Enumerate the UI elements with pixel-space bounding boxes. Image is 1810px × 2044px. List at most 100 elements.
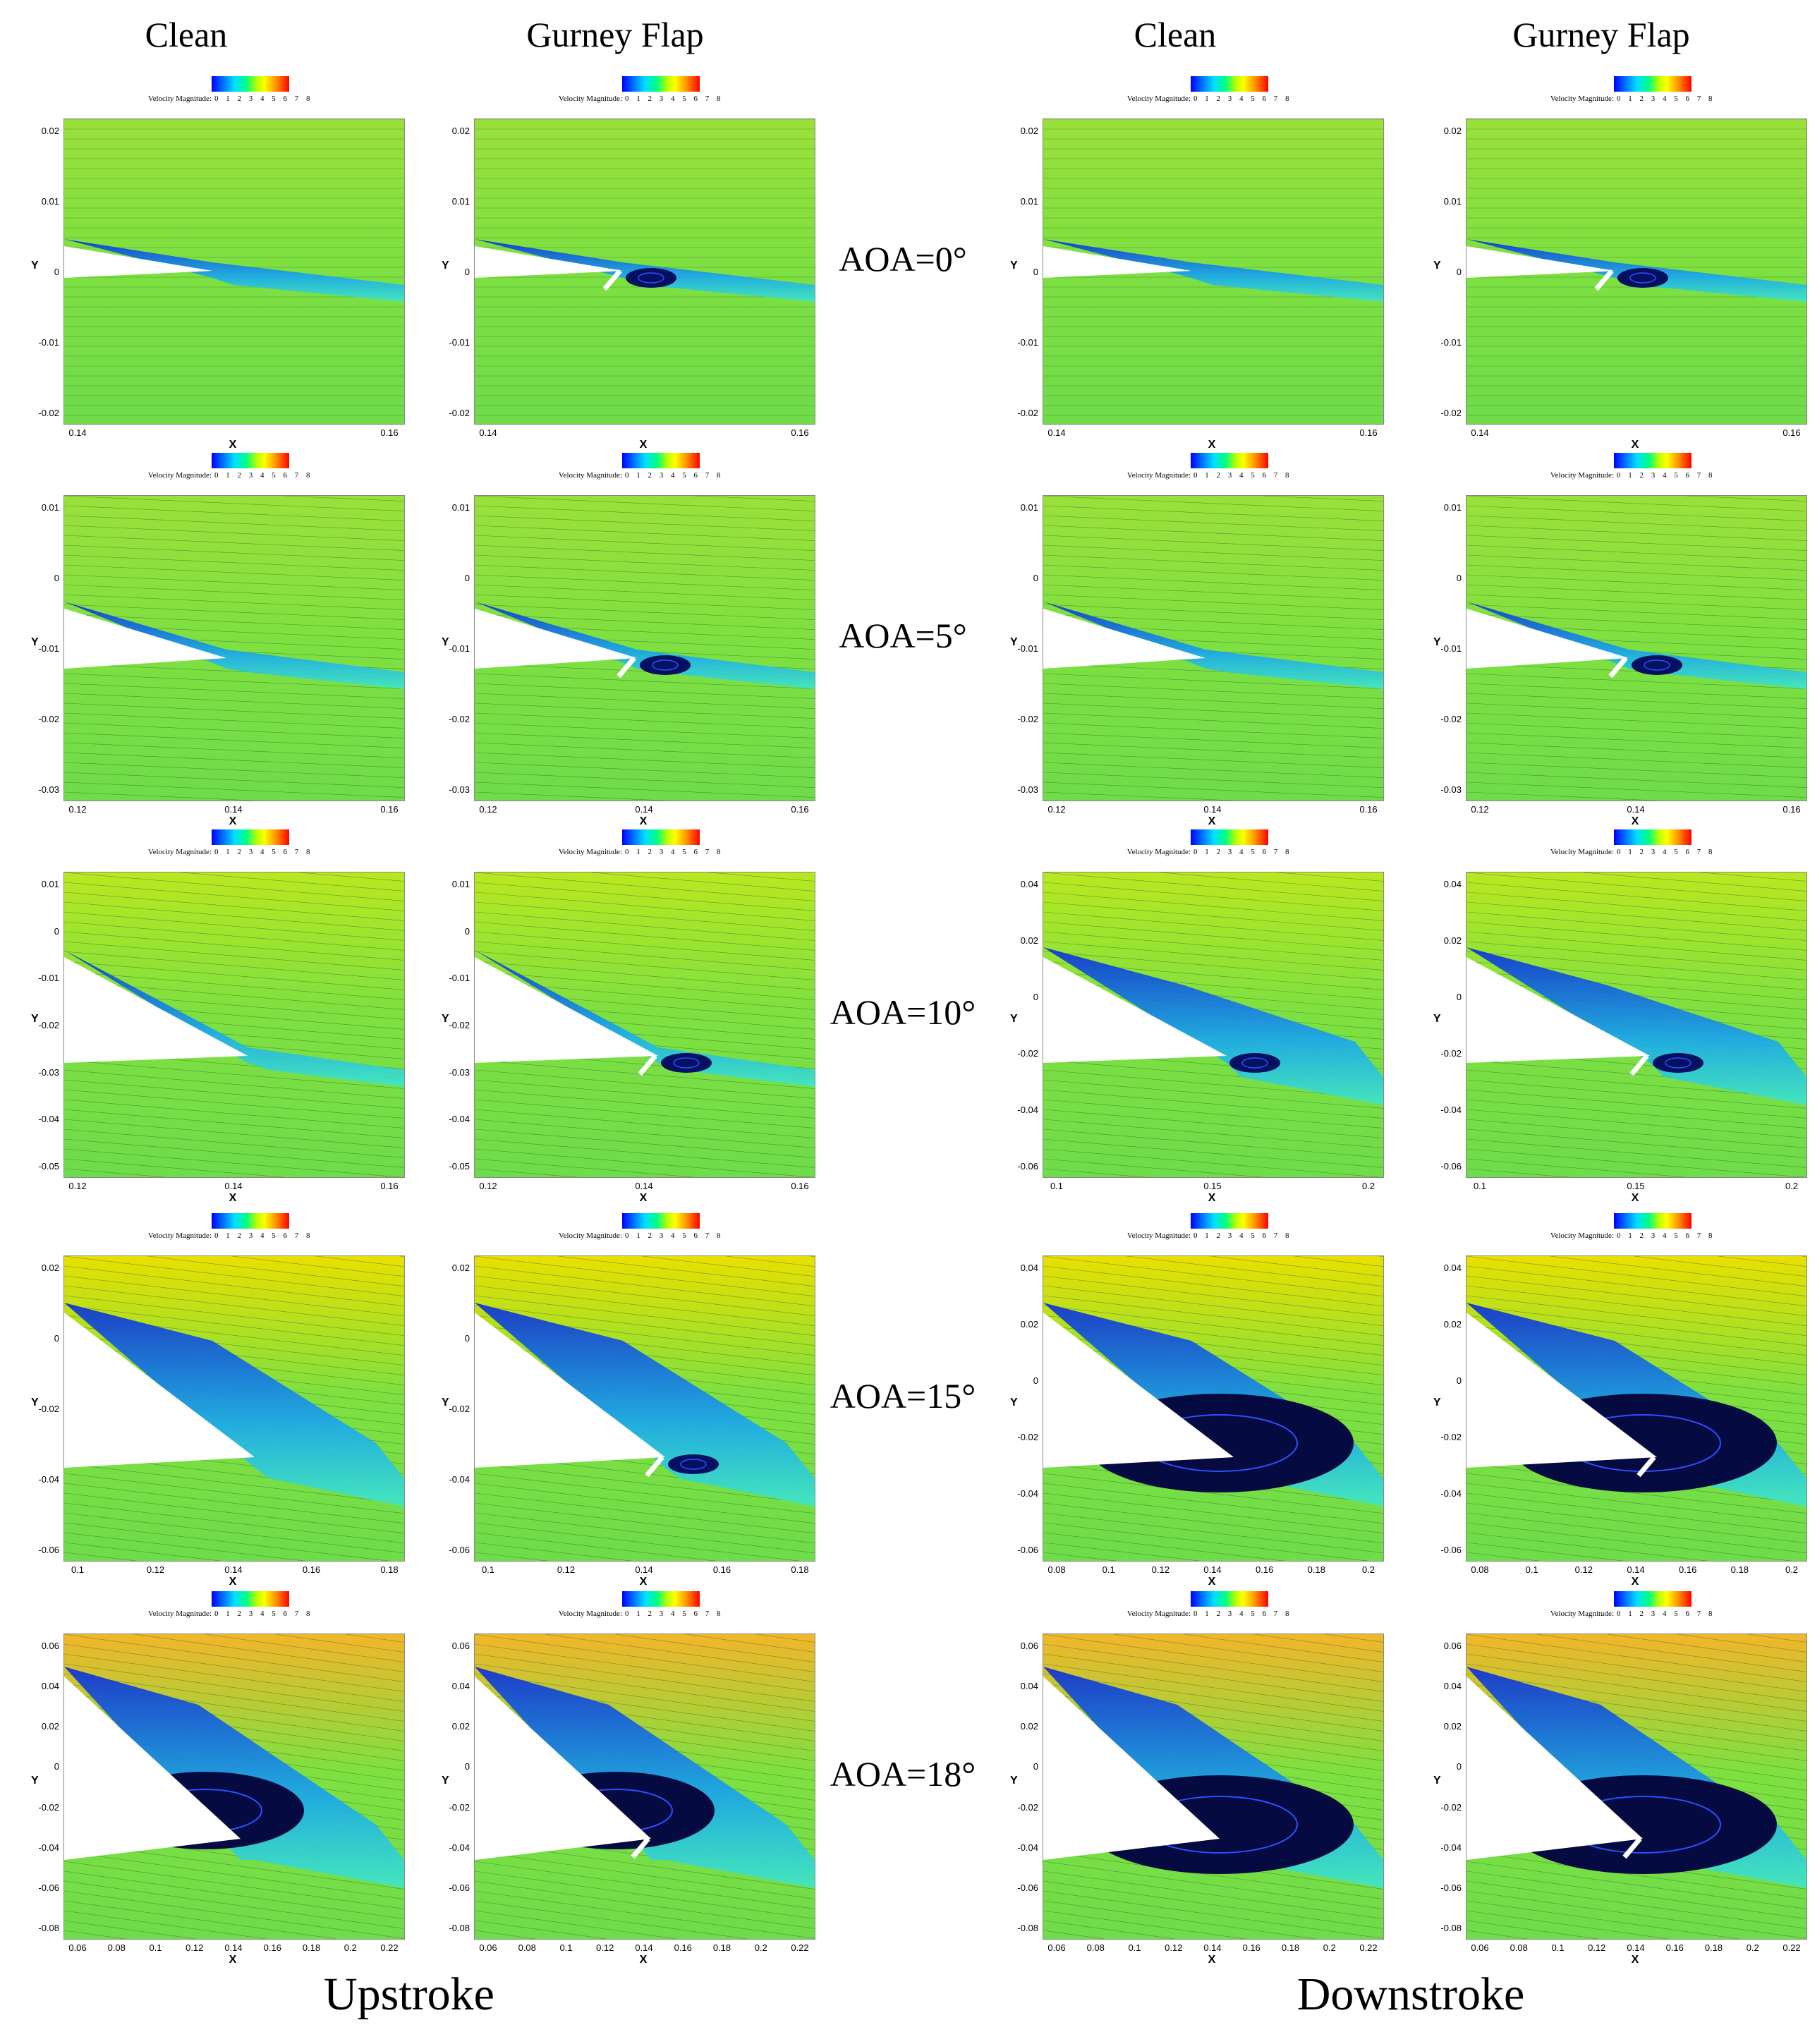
streamline	[64, 722, 404, 738]
colorbar-title: Velocity Magnitude:	[558, 95, 622, 103]
streamline	[1209, 1256, 1383, 1277]
gurney-vortex	[668, 1454, 719, 1474]
x-tick-label: 0.1	[71, 1564, 85, 1575]
x-tick-label: 0.2	[1361, 1564, 1375, 1575]
colorbar-title: Velocity Magnitude:	[147, 95, 212, 103]
streamline	[1043, 683, 1383, 699]
streamline	[64, 515, 404, 531]
streamline	[64, 702, 404, 719]
streamline	[64, 872, 404, 901]
streamline	[1466, 1256, 1806, 1296]
aoa-label: AOA=5°	[839, 616, 967, 655]
x-tick-label: 0.16	[380, 1181, 399, 1191]
contour-svg	[64, 496, 404, 801]
x-tick-label: 0.12	[479, 1181, 497, 1191]
contour-svg	[475, 1634, 815, 1939]
y-tick-label: 0	[1033, 1375, 1038, 1386]
column-title-gurney-downstroke: Gurney Flap	[1512, 15, 1690, 54]
colorbar: Velocity Magnitude: 0 1 2 3 4 5 6 7 8	[113, 1591, 423, 1624]
y-tick-label: 0.01	[1020, 502, 1038, 513]
contour-svg	[1466, 496, 1806, 801]
streamline	[1323, 1634, 1383, 1643]
y-tick-label: -0.02	[1017, 408, 1038, 418]
streamline	[64, 1920, 197, 1939]
contour-svg	[1043, 872, 1383, 1177]
x-tick-label: 0.14	[1203, 804, 1222, 815]
y-tick-label: -0.03	[1440, 784, 1462, 795]
x-tick-label: 0.16	[1256, 1564, 1274, 1575]
colorbar-title: Velocity Magnitude:	[1126, 848, 1191, 856]
streamline	[1466, 781, 1806, 798]
contour-svg	[1043, 119, 1383, 424]
vortex-streamline	[1644, 659, 1670, 671]
colorbar-title: Velocity Magnitude:	[1550, 1231, 1614, 1240]
y-tick-label: -0.02	[449, 1801, 470, 1813]
y-tick-label: 0	[1456, 1761, 1462, 1772]
streamline	[1043, 1910, 1246, 1939]
y-tick-label: 0.01	[41, 196, 59, 207]
y-tick-label: 0	[1033, 992, 1038, 1002]
streamline	[1043, 1285, 1383, 1326]
streamline	[1466, 1512, 1806, 1553]
streamline	[1535, 1634, 1806, 1672]
streamline	[1466, 712, 1806, 729]
streamline	[64, 1148, 403, 1177]
y-tick-label: 0	[54, 1333, 59, 1344]
y-tick-label: -0.02	[38, 1404, 59, 1414]
y-tick-label: -0.04	[1440, 1842, 1462, 1853]
x-tick-label: 0.14	[1471, 427, 1489, 438]
y-tick-label: 0.02	[451, 1721, 470, 1732]
y-tick-label: -0.06	[1017, 1161, 1038, 1172]
y-tick-label: -0.04	[449, 1114, 470, 1125]
streamline	[1466, 941, 1806, 971]
streamline	[475, 1158, 696, 1177]
streamline	[1466, 1890, 1806, 1939]
y-axis-label: Y	[31, 1775, 39, 1787]
streamline	[179, 872, 404, 892]
y-tick-label: 0	[1456, 267, 1462, 277]
streamline	[1293, 1256, 1383, 1267]
x-axis-label: X	[1631, 1576, 1639, 1588]
x-tick-label: 0.12	[1165, 1942, 1183, 1953]
y-axis-label: Y	[1433, 636, 1441, 648]
x-tick-label: 0.14	[1627, 804, 1645, 815]
streamline	[1466, 702, 1806, 719]
streamline	[1466, 1148, 1805, 1177]
streamline	[1466, 722, 1806, 738]
streamline	[1043, 1542, 1201, 1561]
x-axis-label: X	[229, 1954, 237, 1966]
gurney-flap	[1608, 656, 1628, 679]
y-tick-label: 0.02	[41, 1263, 59, 1273]
colorbar-gradient	[212, 453, 289, 468]
streamline	[475, 1129, 815, 1158]
streamline	[64, 892, 404, 921]
y-tick-label: -0.06	[38, 1882, 59, 1893]
x-tick-label: 0.1	[559, 1942, 573, 1953]
airfoil-trailing-edge	[1466, 609, 1629, 669]
streamline	[1043, 1522, 1369, 1561]
streamline	[64, 1880, 404, 1929]
streamline	[64, 1059, 404, 1089]
streamline	[475, 1880, 815, 1929]
velocity-contour-plot	[63, 1634, 405, 1940]
streamline	[64, 1158, 286, 1177]
streamline	[475, 882, 815, 911]
streamline	[64, 1109, 404, 1138]
streamline	[64, 781, 404, 798]
wake-region	[475, 1303, 815, 1507]
streamline	[1632, 1256, 1806, 1277]
streamline	[1043, 496, 1383, 511]
streamline	[64, 1492, 404, 1533]
streamline	[1466, 1552, 1541, 1561]
x-tick-label: 0.14	[224, 804, 243, 815]
streamline	[64, 791, 258, 801]
streamline	[1043, 1148, 1382, 1177]
streamline	[475, 742, 815, 758]
airfoil-trailing-edge	[64, 1313, 255, 1468]
streamline	[1043, 712, 1383, 729]
streamline	[64, 931, 404, 961]
colorbar-title: Velocity Magnitude:	[147, 848, 212, 856]
streamline	[1043, 742, 1383, 758]
colorbar-gradient	[1614, 829, 1691, 845]
contour-svg	[64, 119, 404, 424]
